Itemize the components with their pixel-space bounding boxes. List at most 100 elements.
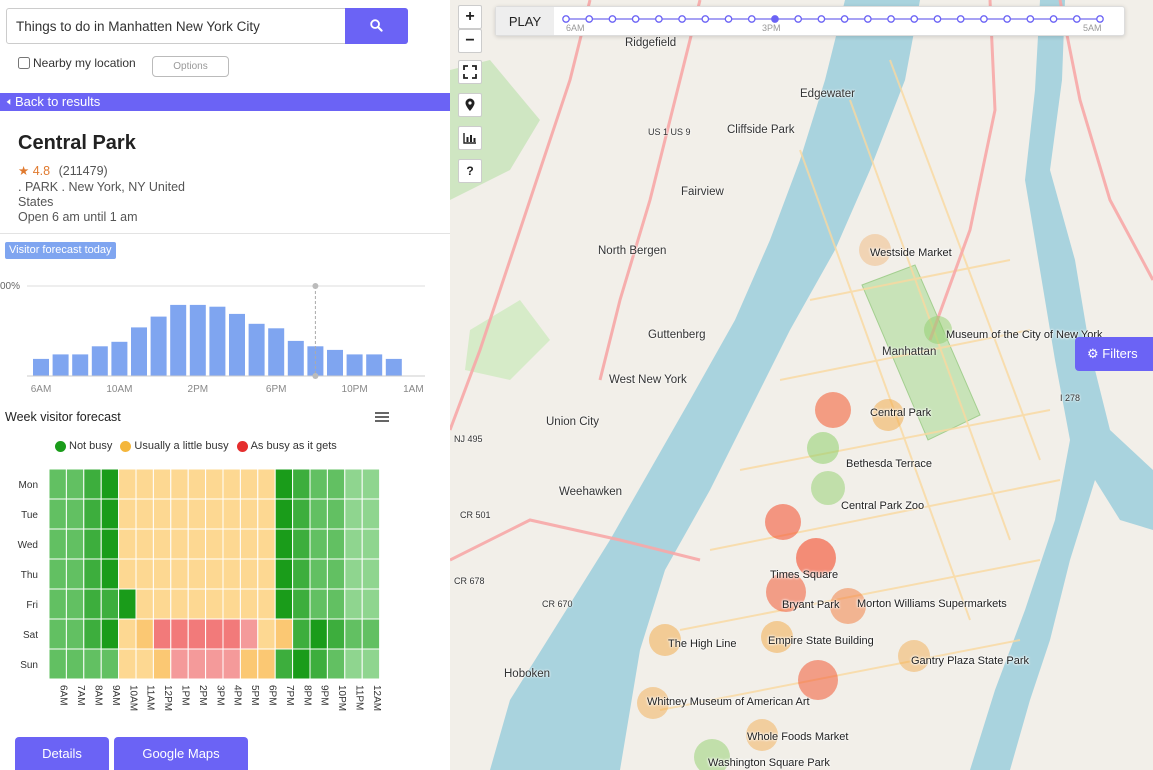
bar[interactable] <box>327 349 343 376</box>
heatmap-cell[interactable] <box>83 468 102 500</box>
heatmap-cell[interactable] <box>48 468 67 500</box>
heatmap-cell[interactable] <box>187 648 207 680</box>
heatmap-cell[interactable] <box>274 528 294 560</box>
legend-item-not-busy[interactable]: Not busy <box>55 440 112 452</box>
heatmap-cell[interactable] <box>274 618 294 650</box>
timeline-step[interactable] <box>747 15 756 23</box>
heatmap-cell[interactable] <box>257 528 276 560</box>
timeline-step-current[interactable] <box>771 15 779 23</box>
options-button[interactable]: Options <box>152 56 229 77</box>
heatmap-cell[interactable] <box>222 618 241 650</box>
timeline-step[interactable] <box>585 15 594 23</box>
heatmap-cell[interactable] <box>205 558 224 590</box>
play-button[interactable]: PLAY <box>496 7 554 35</box>
nearby-checkbox[interactable] <box>18 57 30 69</box>
heatmap-cell[interactable] <box>83 618 102 650</box>
zoom-out-button[interactable]: − <box>458 29 482 53</box>
heatmap-cell[interactable] <box>83 498 102 530</box>
poi-label[interactable]: The High Line <box>668 638 737 650</box>
bar[interactable] <box>91 346 108 376</box>
timeline-step[interactable] <box>1096 15 1104 23</box>
heatmap-cell[interactable] <box>361 588 381 620</box>
heatmap-cell[interactable] <box>65 588 85 620</box>
heatmap-cell[interactable] <box>118 498 137 530</box>
search-input[interactable] <box>7 9 345 43</box>
legend-item-very-busy[interactable]: As busy as it gets <box>236 440 337 452</box>
heatmap-cell[interactable] <box>48 528 67 560</box>
heatmap-cell[interactable] <box>65 498 85 530</box>
heatmap-cell[interactable] <box>326 528 346 560</box>
poi-label[interactable]: Bethesda Terrace <box>846 458 933 470</box>
nearby-location-toggle[interactable]: Nearby my location <box>18 56 136 70</box>
timeline-step[interactable] <box>1049 15 1058 23</box>
heatmap-cell[interactable] <box>205 648 224 680</box>
poi-label[interactable]: Bryant Park <box>782 599 840 611</box>
heatmap-cell[interactable] <box>222 468 241 500</box>
heatmap-cell[interactable] <box>118 468 137 500</box>
heatmap-cell[interactable] <box>170 588 189 620</box>
timeline-step[interactable] <box>956 15 965 23</box>
heatmap-cell[interactable] <box>152 618 172 650</box>
poi-label[interactable]: Morton Williams Supermarkets <box>857 598 1007 610</box>
heatmap-cell[interactable] <box>309 558 328 590</box>
heatmap-cell[interactable] <box>309 618 328 650</box>
legend-item-little-busy[interactable]: Usually a little busy <box>120 440 229 452</box>
timeline-step[interactable] <box>1026 15 1035 23</box>
heatmap-cell[interactable] <box>344 528 363 560</box>
heatmap-cell[interactable] <box>100 618 120 650</box>
heatmap-cell[interactable] <box>135 648 154 680</box>
bar[interactable] <box>170 304 187 376</box>
poi-label[interactable]: Westside Market <box>870 247 952 259</box>
heatmap-cell[interactable] <box>326 468 346 500</box>
bar[interactable] <box>229 313 245 376</box>
heatmap-cell[interactable] <box>239 648 259 680</box>
heatmap-cell[interactable] <box>239 468 259 500</box>
heatmap-cell[interactable] <box>292 468 311 500</box>
location-button[interactable] <box>458 93 482 117</box>
heatmap-cell[interactable] <box>135 558 154 590</box>
heatmap-cell[interactable] <box>361 558 381 590</box>
heatmap-cell[interactable] <box>187 528 207 560</box>
heatmap-cell[interactable] <box>135 528 154 560</box>
poi-label[interactable]: Museum of the City of New York <box>946 329 1103 341</box>
heatmap-cell[interactable] <box>118 588 137 620</box>
heatmap-cell[interactable] <box>170 528 189 560</box>
heatmap-cell[interactable] <box>257 498 276 530</box>
heatmap-cell[interactable] <box>100 528 120 560</box>
timeline-step[interactable] <box>1072 15 1081 23</box>
heatmap-cell[interactable] <box>274 498 294 530</box>
heatmap-cell[interactable] <box>118 648 137 680</box>
timeline-step[interactable] <box>887 15 895 23</box>
heatmap-cell[interactable] <box>83 528 102 560</box>
heatmap-cell[interactable] <box>187 588 207 620</box>
bar[interactable] <box>52 354 69 376</box>
heatmap-cell[interactable] <box>152 588 172 620</box>
heatmap-cell[interactable] <box>83 648 102 680</box>
heatmap-cell[interactable] <box>309 588 328 620</box>
heatmap-cell[interactable] <box>152 558 172 590</box>
bar[interactable] <box>150 316 167 376</box>
bar[interactable] <box>346 354 363 376</box>
timeline-steps[interactable] <box>562 15 1104 23</box>
poi-label[interactable]: Washington Square Park <box>708 757 830 769</box>
heatmap-cell[interactable] <box>65 528 85 560</box>
heatmap-cell[interactable] <box>257 648 276 680</box>
heatmap-cell[interactable] <box>292 498 311 530</box>
timeline-step[interactable] <box>562 15 570 23</box>
heatmap-cell[interactable] <box>100 468 120 500</box>
timeline-step[interactable] <box>678 15 686 23</box>
bar[interactable] <box>268 328 285 376</box>
heatmap-cell[interactable] <box>361 498 381 530</box>
heatmap-cell[interactable] <box>274 648 294 680</box>
heatmap-cell[interactable] <box>361 528 381 560</box>
map-canvas[interactable] <box>450 0 1153 770</box>
heatmap-cell[interactable] <box>239 498 259 530</box>
poi-label[interactable]: Gantry Plaza State Park <box>911 655 1029 667</box>
fullscreen-button[interactable] <box>458 60 482 84</box>
timeline-step[interactable] <box>840 15 849 23</box>
heatmap-cell[interactable] <box>257 588 276 620</box>
heatmap-cell[interactable] <box>344 468 363 500</box>
timeline-step[interactable] <box>655 15 663 23</box>
zoom-in-button[interactable]: + <box>458 5 482 29</box>
poi-label[interactable]: Whole Foods Market <box>747 731 849 743</box>
